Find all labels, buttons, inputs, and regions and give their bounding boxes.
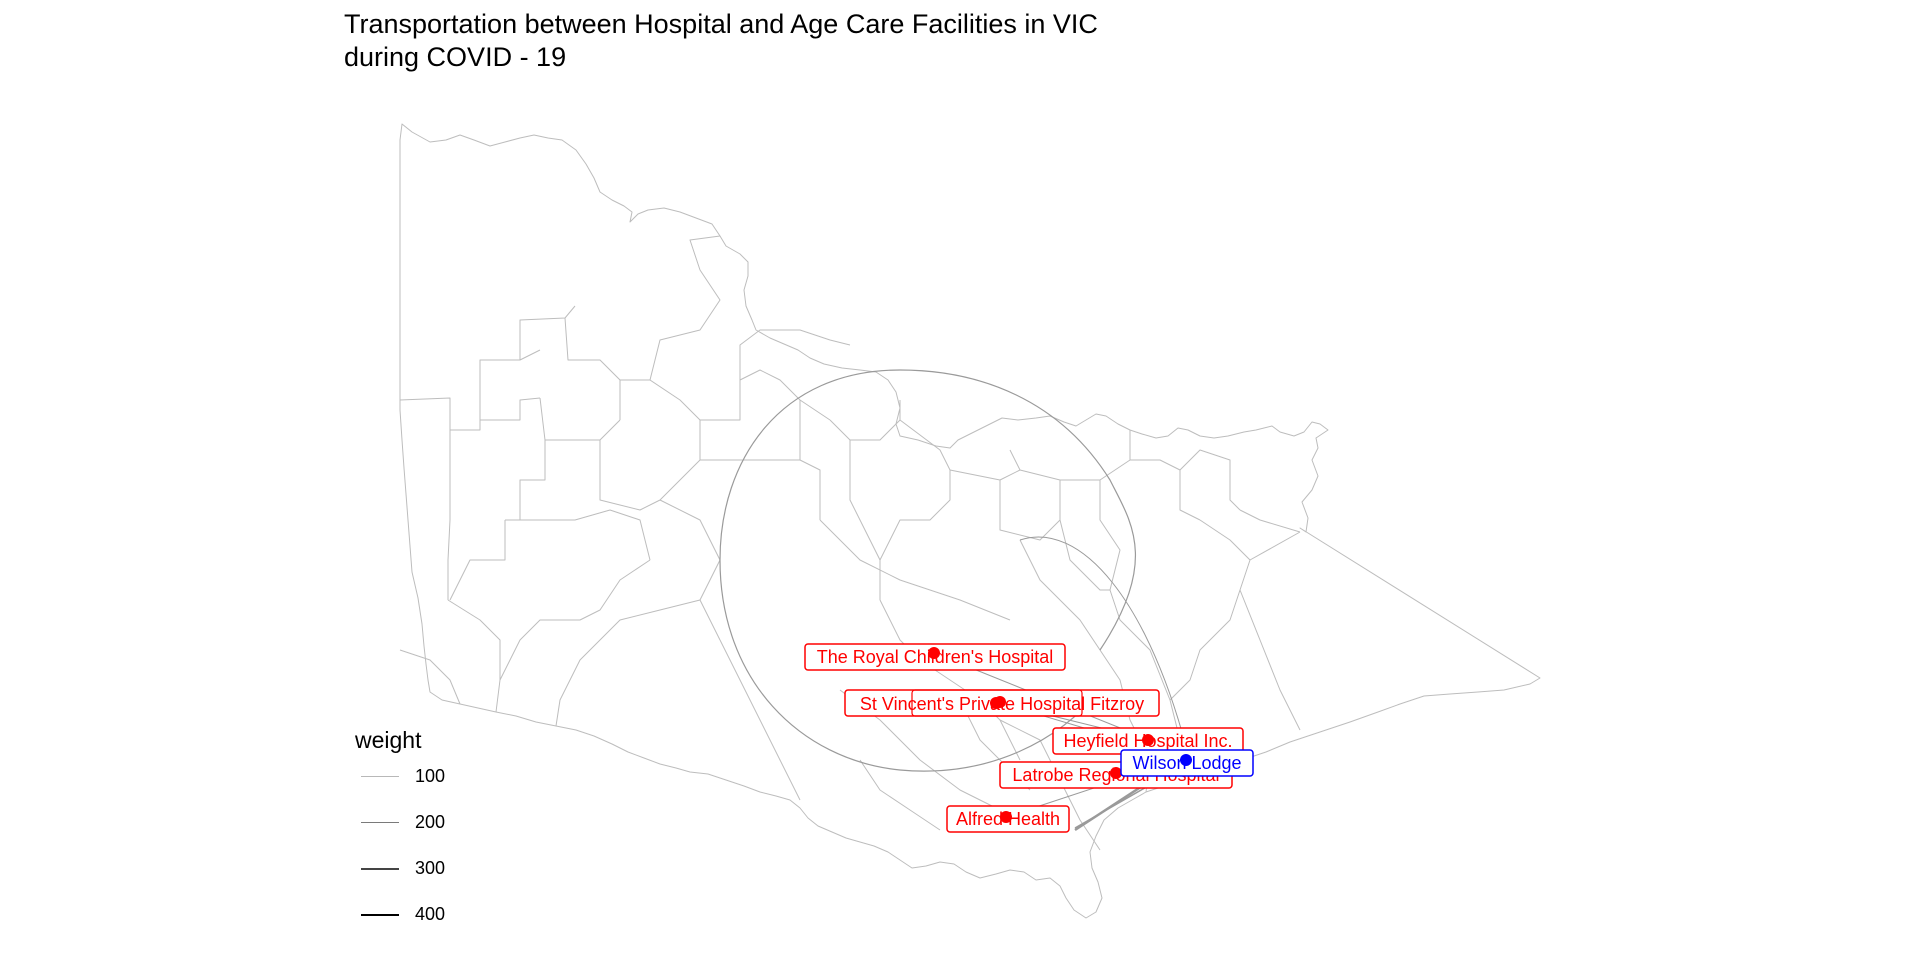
legend-line	[361, 776, 399, 777]
node-st-vincents[interactable]: St Vincent's Private Hospital Fitzroy	[844, 689, 1160, 717]
state-outline	[399, 123, 1541, 919]
hospital-point	[1142, 734, 1154, 746]
legend-label: 100	[415, 766, 446, 786]
label-box-overlap	[911, 689, 1083, 717]
hospital-point	[928, 647, 940, 659]
transport-edges	[719, 369, 1191, 832]
map-title-line-1: Transportation between Hospital and Age …	[344, 9, 1098, 39]
legend-line	[361, 914, 399, 916]
legend-item: 200	[355, 812, 445, 868]
node-wilson-lodge[interactable]: Wilson Lodge	[1120, 749, 1254, 777]
legend-label: 200	[415, 812, 446, 832]
hospital-point	[990, 697, 1002, 709]
weight-legend: weight 100 200 300 400	[355, 727, 445, 960]
edge-loop-2	[1019, 536, 1191, 763]
age-care-point	[1180, 754, 1192, 766]
node-royal-childrens[interactable]: The Royal Children's Hospital	[804, 643, 1066, 671]
node-label: Heyfield Hospital Inc.	[1063, 731, 1232, 751]
legend-title: weight	[355, 727, 422, 753]
hospital-point	[1000, 811, 1012, 823]
node-label: The Royal Children's Hospital	[817, 647, 1054, 667]
edge-loop	[719, 369, 1136, 772]
node-alfred-health[interactable]: Alfred Health	[946, 805, 1070, 833]
legend-item: 300	[355, 858, 445, 914]
legend-label: 300	[415, 858, 446, 878]
map-title: Transportation between Hospital and Age …	[344, 8, 1098, 74]
map-title-line-2: during COVID - 19	[344, 42, 567, 72]
facility-nodes: The Royal Children's Hospital St Vincent…	[804, 643, 1254, 833]
legend-item: 100	[355, 766, 445, 822]
hospital-point	[1110, 767, 1122, 779]
lga-boundaries	[399, 123, 1541, 919]
node-label: Alfred Health	[956, 809, 1060, 829]
node-label: St Vincent's Private Hospital Fitzroy	[860, 694, 1144, 714]
legend-item: 400	[355, 904, 445, 960]
legend-line	[361, 868, 399, 870]
node-label: Wilson Lodge	[1132, 753, 1241, 773]
legend-label: 400	[415, 904, 446, 924]
legend-line	[361, 822, 399, 823]
